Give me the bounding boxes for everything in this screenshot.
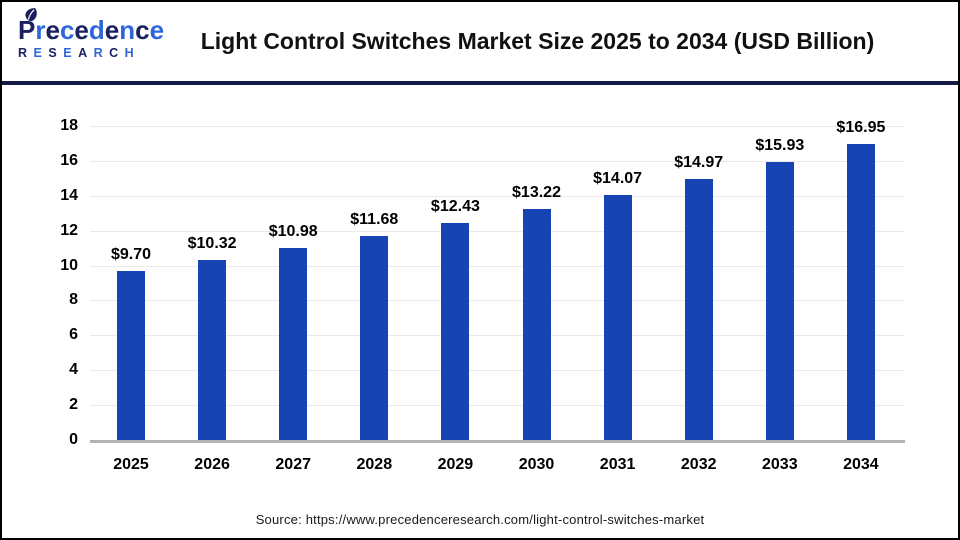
bar	[684, 178, 713, 440]
gridline	[90, 300, 905, 302]
y-axis-tick-label: 18	[60, 117, 78, 134]
x-axis-tick-label: 2030	[518, 456, 555, 473]
bar-value-label: $15.93	[755, 137, 805, 155]
y-axis-tick-label: 8	[69, 291, 78, 309]
brand-name-letter: c	[135, 15, 150, 45]
bar	[765, 162, 794, 440]
x-axis-tick-label: 2028	[356, 456, 393, 473]
gridline	[90, 195, 905, 197]
brand-subtitle-letter: E	[33, 46, 49, 60]
gridline	[90, 335, 905, 337]
leaf-icon	[25, 8, 37, 22]
bar-value-label: $9.70	[110, 245, 152, 263]
brand-name-letter: e	[45, 15, 60, 45]
y-axis-tick-label: 0	[69, 431, 78, 448]
bar-value-label: $10.32	[187, 234, 237, 252]
y-axis-tick-label: 4	[69, 361, 78, 379]
brand-name-letter: e	[149, 15, 165, 45]
bar-value-label: $13.22	[512, 184, 561, 202]
brand-name-letter: P	[18, 15, 36, 45]
x-axis-line	[90, 440, 905, 443]
brand-name-letter: d	[88, 15, 105, 45]
x-axis-tick-label: 2027	[275, 456, 311, 473]
bar	[117, 270, 145, 440]
gridline	[90, 405, 905, 407]
bar-value-label: $11.68	[350, 211, 399, 229]
x-axis-tick-label: 2034	[843, 456, 879, 473]
brand-subtitle-letter: H	[124, 46, 141, 60]
x-axis-tick-label: 2029	[437, 456, 474, 473]
y-axis-tick-label: 10	[60, 256, 78, 274]
brand-name-letter: e	[74, 15, 89, 45]
gridline	[90, 160, 905, 162]
x-axis-tick-label: 2033	[762, 456, 798, 473]
bar	[279, 248, 308, 440]
brand-logo: Precedence RESEARCH	[18, 8, 188, 60]
y-axis-tick-label: 14	[60, 186, 78, 204]
brand-name: Precedence	[18, 8, 188, 45]
gridline	[90, 230, 905, 232]
x-axis-tick-label: 2031	[599, 456, 636, 473]
brand-name-letter: n	[119, 15, 136, 45]
chart-title: Light Control Switches Market Size 2025 …	[200, 28, 875, 54]
gridline	[90, 370, 905, 372]
bar	[360, 236, 389, 440]
brand-subtitle-letter: C	[109, 46, 125, 60]
brand-name-letter: e	[104, 15, 120, 45]
bar-value-label: $14.07	[593, 169, 643, 187]
gridline	[90, 126, 905, 127]
x-axis-tick-label: 2032	[680, 456, 717, 473]
source-text: Source: https://www.precedenceresearch.c…	[255, 512, 705, 527]
y-axis-tick-label: 6	[69, 326, 78, 344]
x-axis-tick-label: 2026	[194, 456, 230, 473]
bar-value-label: $10.98	[268, 223, 318, 241]
bar-value-label: $12.43	[430, 198, 480, 216]
bar	[441, 223, 470, 440]
y-axis-tick-label: 12	[60, 221, 78, 239]
header-divider	[2, 81, 958, 85]
bar	[603, 194, 632, 440]
bar	[846, 144, 875, 440]
y-axis-tick-label: 2	[69, 396, 78, 414]
brand-subtitle-letter: S	[48, 46, 64, 60]
gridline	[90, 265, 905, 267]
brand-subtitle-letter: R	[93, 46, 110, 60]
bar	[198, 259, 227, 440]
y-axis-tick-label: 16	[60, 151, 78, 169]
brand-subtitle: RESEARCH	[18, 46, 188, 60]
x-axis-tick-label: 2025	[113, 456, 149, 473]
bar-value-label: $16.95	[836, 119, 886, 137]
brand-subtitle-letter: A	[78, 46, 94, 60]
brand-subtitle-letter: E	[63, 46, 79, 60]
brand-name-letter: r	[35, 15, 46, 45]
brand-name-letter: c	[59, 15, 75, 45]
bar	[522, 209, 551, 440]
bar-value-label: $14.97	[674, 153, 724, 171]
brand-subtitle-letter: R	[18, 46, 34, 60]
